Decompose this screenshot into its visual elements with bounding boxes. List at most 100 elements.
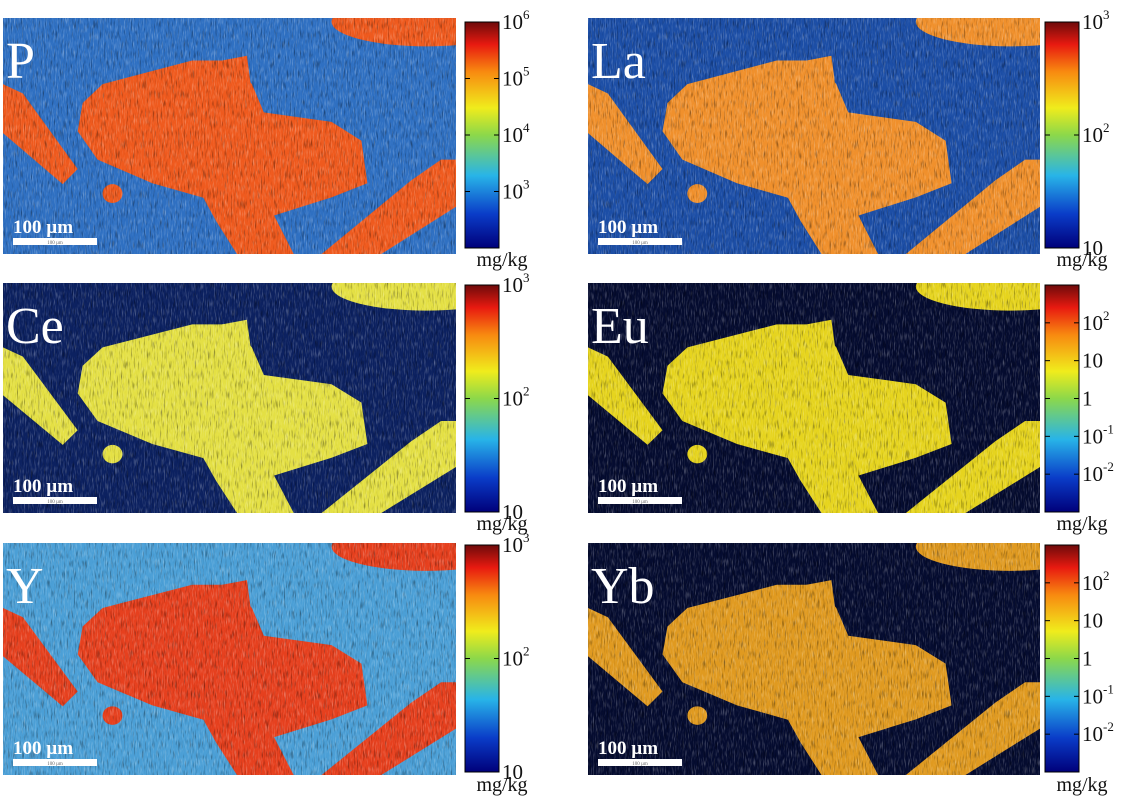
tick-base: 10 xyxy=(1082,609,1103,633)
colorbar-tick-label: 10 xyxy=(1082,609,1103,633)
colorbar-tick-label: 102 xyxy=(1082,568,1110,595)
tick-base: 10 xyxy=(1082,462,1103,486)
tick-base: 1 xyxy=(1082,387,1093,411)
tick-base: 10 xyxy=(502,123,523,147)
tick-base: 10 xyxy=(1082,571,1103,595)
colorbar xyxy=(465,545,499,772)
scale-bar-label: 100 µm xyxy=(598,738,658,759)
scale-bar-small-label: 100 µm xyxy=(632,241,648,246)
colorbar-tick-label: 10-1 xyxy=(1082,421,1114,448)
tick-exponent: -2 xyxy=(1103,459,1114,474)
tick-exponent: 2 xyxy=(523,644,530,659)
unit-label: mg/kg xyxy=(1056,774,1107,796)
tick-base: 10 xyxy=(1082,123,1103,147)
tick-exponent: 3 xyxy=(523,177,530,192)
colorbar-tick-label: 103 xyxy=(502,530,530,557)
colorbar-tick-label: 102 xyxy=(1082,308,1110,335)
scale-bar-label: 100 µm xyxy=(13,217,73,238)
scale-bar-small-label: 100 µm xyxy=(632,762,648,767)
colorbar xyxy=(1045,285,1079,512)
element-label: Eu xyxy=(591,298,649,355)
colorbar-tick-label: 105 xyxy=(502,64,530,91)
colorbar-tick-label: 10-1 xyxy=(1082,681,1114,708)
tick-exponent: 3 xyxy=(523,530,530,545)
tick-exponent: 4 xyxy=(523,120,530,135)
tick-base: 10 xyxy=(502,387,523,411)
colorbar-tick-label: 104 xyxy=(502,120,530,147)
tick-exponent: 2 xyxy=(523,384,530,399)
colorbar-tick-label: 103 xyxy=(502,270,530,297)
element-map xyxy=(588,0,1105,254)
element-map xyxy=(588,263,1105,513)
element-label: La xyxy=(591,33,646,90)
colorbar-tick-label: 102 xyxy=(1082,120,1110,147)
colorbar-tick-label: 103 xyxy=(502,177,530,204)
colorbar-tick-label: 103 xyxy=(1082,7,1110,34)
tick-exponent: 2 xyxy=(1103,120,1110,135)
tick-base: 10 xyxy=(1082,424,1103,448)
tick-base: 10 xyxy=(502,647,523,671)
element-map xyxy=(3,0,521,254)
tick-exponent: 3 xyxy=(523,270,530,285)
scale-bar-small-label: 100 µm xyxy=(632,500,648,505)
element-map xyxy=(588,523,1105,775)
page: P100 µm100 µm106105104103mg/kgLa100 µm10… xyxy=(0,0,1137,798)
colorbar-tick-label: 10-2 xyxy=(1082,719,1114,746)
tick-exponent: -1 xyxy=(1103,681,1114,696)
scale-bar-label: 100 µm xyxy=(13,738,73,759)
tick-exponent: 2 xyxy=(1103,308,1110,323)
unit-label: mg/kg xyxy=(476,513,527,535)
tick-base: 10 xyxy=(1082,349,1103,373)
unit-label: mg/kg xyxy=(476,774,527,796)
colorbar-tick-label: 106 xyxy=(502,7,530,34)
colorbar-tick-label: 1 xyxy=(1082,387,1093,411)
scale-bar-small-label: 100 µm xyxy=(47,500,63,505)
colorbar xyxy=(1045,545,1079,772)
tick-base: 10 xyxy=(1082,722,1103,746)
colorbar-tick-label: 102 xyxy=(502,644,530,671)
tick-exponent: 3 xyxy=(1103,7,1110,22)
tick-base: 10 xyxy=(502,533,523,557)
element-label: P xyxy=(6,33,35,90)
tick-base: 10 xyxy=(1082,684,1103,708)
scale-bar-label: 100 µm xyxy=(13,476,73,497)
scale-bar-label: 100 µm xyxy=(598,217,658,238)
tick-base: 10 xyxy=(1082,10,1103,34)
colorbar-tick-label: 102 xyxy=(502,384,530,411)
tick-base: 10 xyxy=(502,180,523,204)
element-label: Y xyxy=(6,558,44,615)
tick-exponent: 2 xyxy=(1103,568,1110,583)
colorbar-tick-label: 10-2 xyxy=(1082,459,1114,486)
tick-exponent: -2 xyxy=(1103,719,1114,734)
colorbar-tick-label: 10 xyxy=(1082,349,1103,373)
tick-exponent: -1 xyxy=(1103,421,1114,436)
colorbar xyxy=(1045,22,1079,248)
unit-label: mg/kg xyxy=(476,249,527,271)
scale-bar-small-label: 100 µm xyxy=(47,762,63,767)
tick-base: 10 xyxy=(502,273,523,297)
tick-base: 10 xyxy=(502,67,523,91)
tick-exponent: 6 xyxy=(523,7,530,22)
tick-base: 10 xyxy=(502,10,523,34)
element-map xyxy=(3,263,521,513)
element-label: Yb xyxy=(591,558,655,615)
element-map xyxy=(3,523,521,775)
tick-base: 1 xyxy=(1082,647,1093,671)
tick-base: 10 xyxy=(1082,311,1103,335)
colorbar-tick-label: 1 xyxy=(1082,647,1093,671)
colorbar xyxy=(465,285,499,512)
unit-label: mg/kg xyxy=(1056,249,1107,271)
figure: P100 µm100 µm106105104103mg/kgLa100 µm10… xyxy=(0,0,1137,798)
tick-exponent: 5 xyxy=(523,64,530,79)
scale-bar-small-label: 100 µm xyxy=(47,241,63,246)
scale-bar-label: 100 µm xyxy=(598,476,658,497)
unit-label: mg/kg xyxy=(1056,513,1107,535)
colorbar xyxy=(465,22,499,248)
element-label: Ce xyxy=(6,298,64,355)
